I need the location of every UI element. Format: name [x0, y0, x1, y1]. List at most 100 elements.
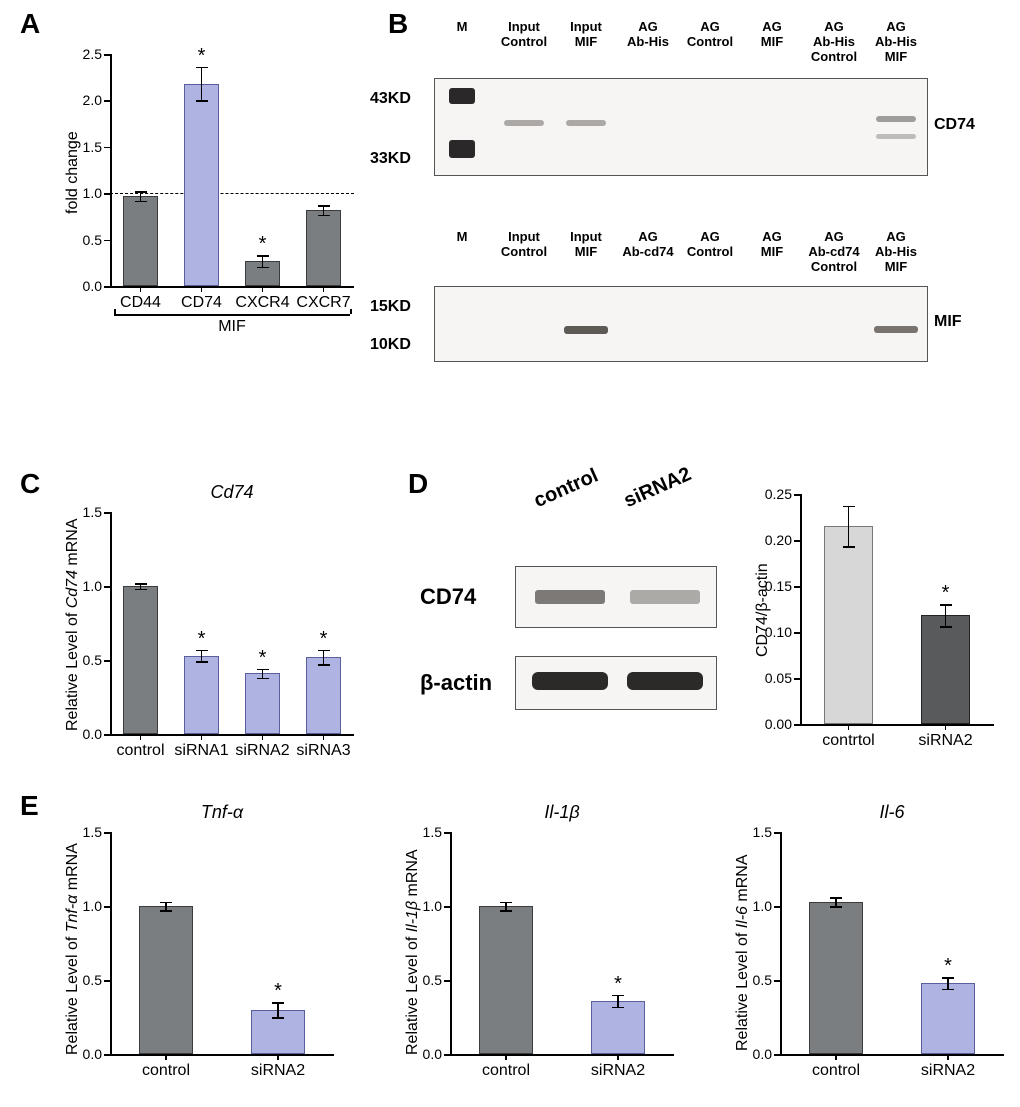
mw-label: 10KD: [370, 336, 411, 354]
panel-label-e: E: [20, 790, 39, 822]
blot-d: controlsiRNA2CD74β-actin: [420, 480, 730, 760]
significance-star: *: [944, 955, 952, 978]
blot-target: MIF: [934, 313, 962, 331]
lane-label: AGAb-His: [618, 20, 678, 50]
y-axis-label: Relative Level of Il-1β mRNA: [404, 849, 422, 1055]
x-category: siRNA3: [296, 742, 350, 760]
bar: [123, 196, 158, 286]
x-category: siRNA2: [591, 1062, 645, 1080]
x-category: siRNA1: [174, 742, 228, 760]
x-category: control: [142, 1062, 190, 1080]
y-tick-label: 0.20: [750, 532, 792, 548]
panel-label-c: C: [20, 468, 40, 500]
y-tick-label: 1.5: [730, 824, 772, 840]
y-axis-label: Relative Level of Cd74 mRNA: [64, 518, 82, 731]
x-category: CD74: [181, 294, 222, 312]
lane-label: AGControl: [680, 20, 740, 50]
lane-label: AGControl: [680, 230, 740, 260]
x-category: siRNA2: [921, 1062, 975, 1080]
mw-label: 33KD: [370, 150, 411, 168]
bar: [306, 210, 341, 286]
lane-label: InputMIF: [556, 230, 616, 260]
blot-band: [566, 120, 606, 126]
x-category: siRNA2: [251, 1062, 305, 1080]
x-category: CXCR4: [235, 294, 289, 312]
bar: [306, 657, 341, 734]
blot-band: [630, 590, 700, 604]
y-axis-label: fold change: [64, 131, 82, 214]
blot-band: [627, 672, 703, 690]
bar: [245, 673, 280, 734]
mw-label: 15KD: [370, 298, 411, 316]
bar: [809, 902, 863, 1054]
significance-star: *: [198, 628, 206, 651]
y-tick-label: 0.00: [750, 716, 792, 732]
x-category: CXCR7: [296, 294, 350, 312]
y-tick-label: 0.5: [60, 232, 102, 248]
chart-e-tnfa: 0.00.51.01.5Relative Level of Tnf-α mRNA…: [60, 800, 340, 1100]
lane-label: InputMIF: [556, 20, 616, 50]
blot-row-label: CD74: [420, 584, 476, 610]
chart-d: 0.000.050.100.150.200.25CD74/β-actincont…: [750, 480, 1000, 770]
blot-band: [876, 134, 916, 139]
y-tick-label: 2.0: [60, 92, 102, 108]
y-axis-label: CD74/β-actin: [754, 563, 772, 657]
lane-label: control: [531, 464, 602, 513]
x-category: siRNA2: [235, 742, 289, 760]
y-axis-label: Relative Level of Il-6 mRNA: [734, 854, 752, 1051]
blot-membrane: [434, 286, 928, 362]
blot-band: [449, 140, 475, 158]
lane-label: AGAb-HisMIF: [866, 20, 926, 65]
chart-title: Il-6: [879, 802, 904, 823]
bar: [184, 84, 219, 286]
y-tick-label: 2.5: [60, 46, 102, 62]
lane-label: AGMIF: [742, 20, 802, 50]
blot-band: [876, 116, 916, 122]
chart-title: Cd74: [210, 482, 253, 503]
chart-title: Il-1β: [544, 802, 579, 823]
x-category: control: [482, 1062, 530, 1080]
y-axis-label: Relative Level of Tnf-α mRNA: [64, 843, 82, 1055]
significance-star: *: [259, 647, 267, 670]
x-category: CD44: [120, 294, 161, 312]
bar: [123, 586, 158, 734]
lane-label: M: [432, 230, 492, 245]
blot-b-top: MInputControlInputMIFAGAb-HisAGControlAG…: [400, 20, 1010, 220]
x-group-label: MIF: [218, 318, 246, 336]
lane-label: AGAb-HisMIF: [866, 230, 926, 275]
lane-label: M: [432, 20, 492, 35]
y-tick-label: 1.5: [400, 824, 442, 840]
bar: [591, 1001, 645, 1054]
y-tick-label: 0.0: [60, 278, 102, 294]
lane-label: AGAb-cd74: [618, 230, 678, 260]
blot-b-bot: MInputControlInputMIFAGAb-cd74AGControl A…: [400, 230, 1010, 400]
lane-label: InputControl: [494, 230, 554, 260]
bar: [479, 906, 533, 1054]
lane-label: InputControl: [494, 20, 554, 50]
blot-membrane: [434, 78, 928, 176]
mw-label: 43KD: [370, 90, 411, 108]
bar: [139, 906, 193, 1054]
x-category: control: [812, 1062, 860, 1080]
significance-star: *: [198, 45, 206, 68]
x-category: contrtol: [822, 732, 874, 750]
lane-label: AGAb-cd74Control: [804, 230, 864, 275]
chart-a: 0.00.51.01.52.02.5fold changeCD44*CD74*C…: [60, 40, 360, 350]
significance-star: *: [942, 582, 950, 605]
significance-star: *: [274, 980, 282, 1003]
significance-star: *: [320, 628, 328, 651]
chart-title: Tnf-α: [201, 802, 243, 823]
chart-e-il6: 0.00.51.01.5Relative Level of Il-6 mRNAc…: [730, 800, 1010, 1100]
x-category: control: [116, 742, 164, 760]
chart-e-il1b: 0.00.51.01.5Relative Level of Il-1β mRNA…: [400, 800, 680, 1100]
blot-row-label: β-actin: [420, 670, 492, 696]
bar: [921, 615, 970, 724]
bar: [921, 983, 975, 1054]
x-category: siRNA2: [918, 732, 972, 750]
blot-target: CD74: [934, 116, 975, 134]
significance-star: *: [259, 233, 267, 256]
lane-label: siRNA2: [621, 463, 695, 513]
y-tick-label: 0.05: [750, 670, 792, 686]
significance-star: *: [614, 973, 622, 996]
blot-band: [532, 672, 608, 690]
